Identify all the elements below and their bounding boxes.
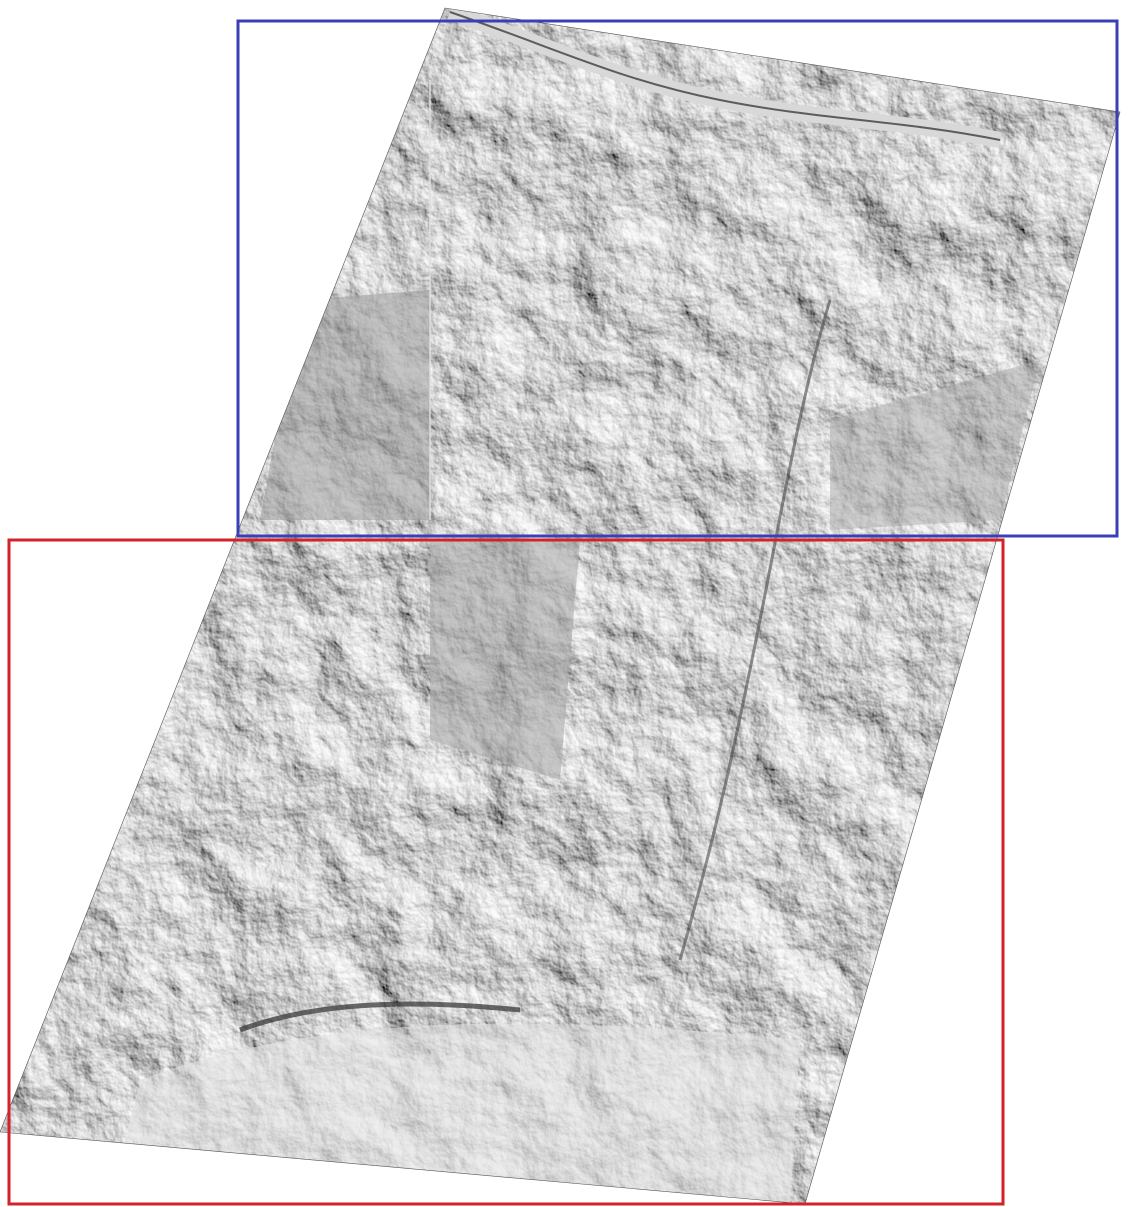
red-box: [7, 538, 1005, 1206]
blue-box: [236, 19, 1119, 538]
